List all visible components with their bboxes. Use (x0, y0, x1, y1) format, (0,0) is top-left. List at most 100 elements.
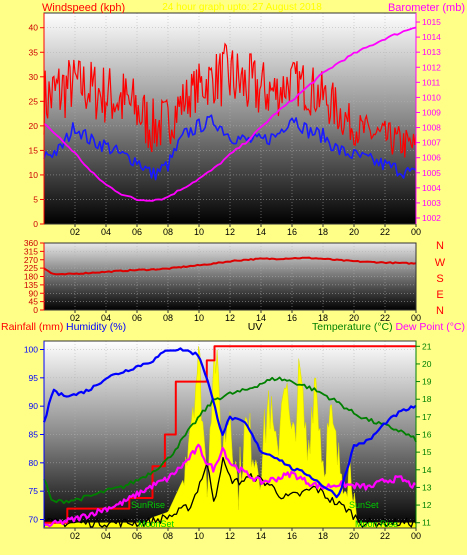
sunrise-annotation: SunRise (131, 500, 165, 510)
x-tick-label: 08 (163, 531, 173, 541)
y-tick-label: 45 (29, 297, 39, 307)
y-tick-label: 270 (24, 255, 38, 265)
x-tick-label: 16 (287, 227, 297, 237)
x-tick-label: 20 (349, 313, 359, 323)
y-tick-label-right: 20 (422, 359, 432, 369)
y-tick-label-right: 14 (422, 465, 432, 475)
compass-labels: N W S E N (435, 240, 446, 317)
solar-line (43, 456, 417, 528)
temperature-axis-ticks: 11 12 13 14 15 16 17 18 19 20 21 (416, 341, 432, 528)
compass-label: E (436, 289, 443, 301)
x-tick-label: 14 (256, 531, 266, 541)
x-tick-label: 22 (380, 531, 390, 541)
x-tick-label: 06 (132, 313, 142, 323)
y-tick-label-right: 1002 (422, 213, 441, 223)
y-tick-label: 30 (29, 72, 39, 82)
y-tick-label: 85 (29, 430, 39, 440)
y-tick-label: 80 (29, 458, 39, 468)
y-tick-label-right: 1015 (422, 17, 441, 27)
y-tick-label-right: 12 (422, 500, 432, 510)
y-tick-label: 100 (24, 345, 38, 355)
x-tick-label: 18 (318, 313, 328, 323)
y-tick-label-right: 1013 (422, 47, 441, 57)
compass-label: N (436, 305, 444, 317)
y-tick-label: 10 (29, 170, 39, 180)
wind-gust-line (43, 42, 417, 158)
x-tick-label: 04 (101, 313, 111, 323)
y-tick-label-right: 1010 (422, 92, 441, 102)
barometer-line (43, 26, 417, 202)
sunset-annotation: SunSet (349, 500, 379, 510)
x-tick-label: 14 (256, 227, 266, 237)
x-tick-label: 08 (163, 227, 173, 237)
y-tick-label-right: 15 (422, 447, 432, 457)
y-tick-label: 360 (24, 238, 38, 248)
graph-title: 24 hour graph upto: 27 August 2018 (162, 2, 322, 13)
y-tick-label-right: 1011 (422, 77, 441, 87)
x-tick-label: 00 (411, 313, 421, 323)
x-tick-label: 02 (70, 313, 80, 323)
x-tick-label: 10 (194, 531, 204, 541)
x-tick-label: 18 (318, 531, 328, 541)
wind-baro-time-ticks: 02 04 06 08 10 12 14 16 18 20 22 00 (70, 224, 421, 237)
x-tick-label: 22 (380, 227, 390, 237)
y-tick-label: 225 (24, 263, 38, 273)
y-tick-label: 0 (33, 305, 38, 315)
temperature-line (43, 376, 417, 505)
wind-direction-time-ticks: 02 04 06 08 10 12 14 16 18 20 22 00 (70, 310, 421, 323)
x-tick-label: 00 (411, 227, 421, 237)
x-tick-label: 10 (194, 313, 204, 323)
wind-direction-series (43, 256, 417, 276)
y-tick-label-right: 1005 (422, 168, 441, 178)
dewpoint-axis-title: Dew Point (°C) (395, 321, 465, 333)
windspeed-line (43, 114, 417, 181)
x-tick-label: 20 (349, 227, 359, 237)
y-tick-label-right: 1009 (422, 107, 441, 117)
x-tick-label: 12 (225, 313, 235, 323)
y-tick-label: 20 (29, 121, 39, 131)
x-tick-label: 22 (380, 313, 390, 323)
y-tick-label-right: 11 (422, 518, 431, 528)
y-tick-label: 90 (29, 401, 39, 411)
x-tick-label: 08 (163, 313, 173, 323)
y-tick-label: 40 (29, 23, 39, 33)
rainfall-axis-title: Rainfall (mm) (1, 321, 63, 333)
x-tick-label: 04 (101, 531, 111, 541)
x-tick-label: 10 (194, 227, 204, 237)
dewpoint-line (43, 443, 417, 528)
y-tick-label: 135 (24, 280, 38, 290)
y-tick-label-right: 21 (422, 341, 432, 351)
y-tick-label-right: 1004 (422, 183, 441, 193)
barometer-axis-title: Barometer (mb) (388, 2, 465, 14)
y-tick-label-right: 1006 (422, 153, 441, 163)
x-tick-label: 14 (256, 313, 266, 323)
y-tick-label-right: 1003 (422, 198, 441, 208)
x-tick-label: 00 (411, 531, 421, 541)
y-tick-label-right: 1012 (422, 62, 441, 72)
windspeed-axis-title: Windspeed (kph) (42, 2, 125, 14)
y-tick-label-right: 17 (422, 412, 432, 422)
temp-hum-time-ticks: 02 04 06 08 10 12 14 16 18 20 22 00 (70, 528, 421, 541)
y-tick-label: 315 (24, 246, 38, 256)
y-tick-label-right: 18 (422, 394, 432, 404)
humidity-line (42, 347, 417, 499)
y-tick-label: 25 (29, 96, 39, 106)
y-tick-label-right: 1007 (422, 138, 441, 148)
y-tick-label: 5 (33, 194, 38, 204)
y-tick-label: 90 (29, 288, 39, 298)
uv-area (43, 346, 417, 529)
compass-label: S (436, 273, 443, 285)
y-tick-label: 35 (29, 47, 39, 57)
x-tick-label: 06 (132, 531, 142, 541)
y-tick-label: 15 (29, 145, 39, 155)
humidity-axis-title: Humidity (%) (66, 321, 126, 333)
wind-direction-line (43, 256, 417, 276)
y-tick-label-right: 19 (422, 377, 432, 387)
moonrise-annotation: Moon Rise (355, 519, 398, 529)
x-tick-label: 12 (225, 227, 235, 237)
y-tick-label-right: 16 (422, 430, 432, 440)
x-tick-label: 18 (318, 227, 328, 237)
y-tick-label: 70 (29, 515, 39, 525)
